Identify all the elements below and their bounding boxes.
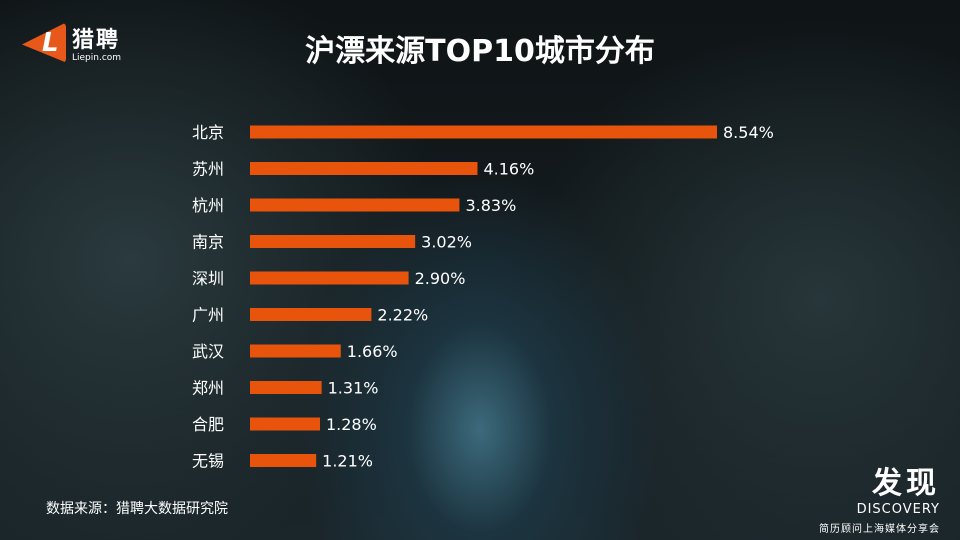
category-label: 深圳 (192, 269, 224, 288)
bar (250, 235, 416, 248)
branding-title: 发现 (872, 466, 940, 501)
branding-event: 简历顾问上海媒体分享会 (819, 524, 940, 535)
bar (250, 198, 460, 212)
bar (250, 454, 317, 467)
data-label: 3.83% (465, 196, 516, 215)
logo-url: Liepin.com (72, 53, 122, 63)
data-label: 3.02% (421, 233, 472, 252)
liepin-logo: L 猎聘 Liepin.com (22, 22, 121, 63)
bar (250, 344, 341, 358)
category-label: 武汉 (192, 342, 224, 361)
bar (250, 125, 717, 139)
bar (250, 417, 320, 431)
bar (250, 308, 372, 321)
category-label: 郑州 (192, 379, 224, 398)
data-source: 数据来源：猎聘大数据研究院 (46, 501, 228, 517)
category-label: 南京 (192, 233, 224, 252)
category-label: 合肥 (192, 415, 224, 434)
bar (250, 271, 409, 285)
data-label: 1.28% (326, 415, 377, 434)
branding-subtitle: DISCOVERY (856, 502, 940, 517)
data-label: 8.54% (723, 123, 774, 142)
logo-text: 猎聘 (72, 28, 121, 53)
chart-title: 沪漂来源TOP10城市分布 (305, 34, 655, 69)
category-label: 杭州 (192, 196, 224, 215)
data-label: 1.21% (322, 452, 373, 471)
category-label: 苏州 (192, 160, 224, 179)
bar (250, 162, 478, 175)
category-label: 广州 (192, 306, 224, 325)
data-label: 4.16% (483, 160, 534, 179)
data-label: 1.66% (347, 342, 398, 361)
data-label: 1.31% (328, 379, 379, 398)
discovery-branding: 发现 DISCOVERY 简历顾问上海媒体分享会 (819, 458, 940, 535)
data-label: 2.90% (415, 269, 466, 288)
data-label: 2.22% (377, 306, 428, 325)
category-label: 北京 (192, 123, 224, 142)
bar (250, 381, 322, 394)
category-label: 无锡 (192, 452, 224, 471)
